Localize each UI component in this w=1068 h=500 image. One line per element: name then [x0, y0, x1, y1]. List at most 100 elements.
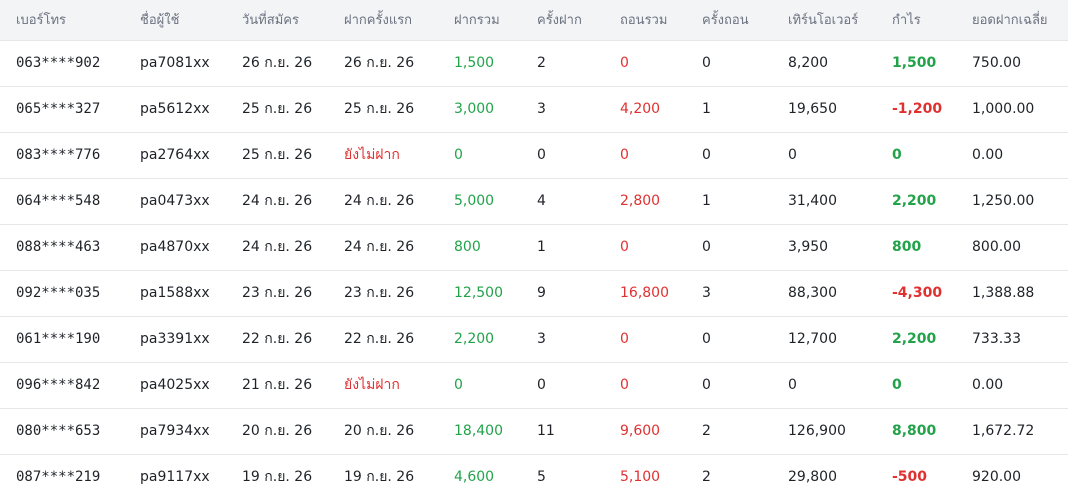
- cell-withdraw-total: 0: [620, 147, 629, 163]
- cell-deposit-total: 1,500: [454, 55, 495, 71]
- cell-withdraw-total: 0: [620, 377, 629, 393]
- cell-username: pa7081xx: [140, 55, 210, 71]
- cell-first-deposit: 26 ก.ย. 26: [344, 55, 415, 71]
- cell-avg-deposit: 1,672.72: [972, 423, 1035, 439]
- cell-profit: -500: [892, 469, 928, 485]
- header-turnover[interactable]: เทิร์นโอเวอร์: [772, 0, 876, 41]
- cell-phone: 092****035: [16, 285, 101, 301]
- cell-first-deposit: ยังไม่ฝาก: [344, 147, 400, 163]
- cell-deposit-total: 0: [454, 147, 463, 163]
- cell-withdraw-count: 0: [702, 147, 711, 163]
- cell-registered: 23 ก.ย. 26: [242, 285, 313, 301]
- cell-profit: 800: [892, 239, 922, 255]
- cell-first-deposit: 19 ก.ย. 26: [344, 469, 415, 485]
- cell-username: pa2764xx: [140, 147, 210, 163]
- cell-first-deposit: 23 ก.ย. 26: [344, 285, 415, 301]
- table-row[interactable]: 092****035 pa1588xx 23 ก.ย. 26 23 ก.ย. 26 12…: [0, 270, 1068, 316]
- table-row[interactable]: 088****463 pa4870xx 24 ก.ย. 26 24 ก.ย. 26 80…: [0, 224, 1068, 270]
- cell-phone: 087****219: [16, 469, 101, 485]
- cell-avg-deposit: 733.33: [972, 331, 1021, 347]
- cell-registered: 24 ก.ย. 26: [242, 239, 313, 255]
- cell-phone: 096****842: [16, 377, 101, 393]
- cell-turnover: 19,650: [788, 101, 837, 117]
- header-avg-deposit[interactable]: ยอดฝากเฉลี่ย: [956, 0, 1068, 41]
- cell-phone: 083****776: [16, 147, 101, 163]
- cell-username: pa3391xx: [140, 331, 210, 347]
- cell-first-deposit: ยังไม่ฝาก: [344, 377, 400, 393]
- cell-registered: 19 ก.ย. 26: [242, 469, 313, 485]
- cell-deposit-count: 0: [537, 147, 546, 163]
- cell-registered: 26 ก.ย. 26: [242, 55, 313, 71]
- header-withdraw-total[interactable]: ถอนรวม: [604, 0, 686, 41]
- header-registered[interactable]: วันที่สมัคร: [226, 0, 328, 41]
- table-body: 063****902 pa7081xx 26 ก.ย. 26 26 ก.ย. 26 1,…: [0, 40, 1068, 500]
- cell-first-deposit: 25 ก.ย. 26: [344, 101, 415, 117]
- header-profit[interactable]: กำไร: [876, 0, 956, 41]
- cell-first-deposit: 24 ก.ย. 26: [344, 239, 415, 255]
- cell-deposit-total: 800: [454, 239, 481, 255]
- cell-deposit-total: 0: [454, 377, 463, 393]
- table-row[interactable]: 061****190 pa3391xx 22 ก.ย. 26 22 ก.ย. 26 2,…: [0, 316, 1068, 362]
- cell-phone: 063****902: [16, 55, 101, 71]
- cell-profit: 0: [892, 147, 902, 163]
- header-withdraw-count[interactable]: ครั้งถอน: [686, 0, 772, 41]
- cell-avg-deposit: 1,250.00: [972, 193, 1035, 209]
- table-row[interactable]: 080****653 pa7934xx 20 ก.ย. 26 20 ก.ย. 26 18…: [0, 408, 1068, 454]
- cell-username: pa4025xx: [140, 377, 210, 393]
- header-first-deposit[interactable]: ฝากครั้งแรก: [328, 0, 438, 41]
- cell-withdraw-count: 2: [702, 469, 711, 485]
- cell-avg-deposit: 1,388.88: [972, 285, 1035, 301]
- table-row[interactable]: 065****327 pa5612xx 25 ก.ย. 26 25 ก.ย. 26 3,…: [0, 86, 1068, 132]
- cell-withdraw-count: 0: [702, 239, 711, 255]
- cell-withdraw-count: 0: [702, 331, 711, 347]
- cell-username: pa7934xx: [140, 423, 210, 439]
- header-username[interactable]: ชื่อผู้ใช้: [124, 0, 226, 41]
- cell-deposit-count: 0: [537, 377, 546, 393]
- cell-withdraw-count: 3: [702, 285, 711, 301]
- cell-profit: 1,500: [892, 55, 937, 71]
- cell-registered: 20 ก.ย. 26: [242, 423, 313, 439]
- cell-avg-deposit: 0.00: [972, 147, 1004, 163]
- cell-username: pa5612xx: [140, 101, 210, 117]
- cell-profit: 8,800: [892, 423, 937, 439]
- cell-deposit-total: 5,000: [454, 193, 495, 209]
- table-row[interactable]: 063****902 pa7081xx 26 ก.ย. 26 26 ก.ย. 26 1,…: [0, 40, 1068, 86]
- cell-first-deposit: 24 ก.ย. 26: [344, 193, 415, 209]
- table-row[interactable]: 096****842 pa4025xx 21 ก.ย. 26 ยังไม่ฝาก 0 0 0…: [0, 362, 1068, 408]
- header-phone[interactable]: เบอร์โทร: [0, 0, 124, 41]
- cell-withdraw-total: 16,800: [620, 285, 669, 301]
- cell-profit: -1,200: [892, 101, 943, 117]
- cell-withdraw-total: 5,100: [620, 469, 661, 485]
- cell-withdraw-total: 4,200: [620, 101, 661, 117]
- table-row[interactable]: 064****548 pa0473xx 24 ก.ย. 26 24 ก.ย. 26 5,…: [0, 178, 1068, 224]
- cell-avg-deposit: 1,000.00: [972, 101, 1035, 117]
- cell-deposit-count: 11: [537, 423, 555, 439]
- cell-username: pa0473xx: [140, 193, 210, 209]
- cell-deposit-count: 3: [537, 101, 546, 117]
- cell-turnover: 29,800: [788, 469, 837, 485]
- cell-profit: 2,200: [892, 331, 937, 347]
- cell-registered: 25 ก.ย. 26: [242, 101, 313, 117]
- cell-registered: 22 ก.ย. 26: [242, 331, 313, 347]
- cell-deposit-count: 9: [537, 285, 546, 301]
- cell-username: pa1588xx: [140, 285, 210, 301]
- table-header: เบอร์โทร ชื่อผู้ใช้ วันที่สมัคร ฝากครั้ง…: [0, 0, 1068, 41]
- cell-registered: 24 ก.ย. 26: [242, 193, 313, 209]
- cell-withdraw-total: 9,600: [620, 423, 661, 439]
- cell-withdraw-count: 1: [702, 193, 711, 209]
- header-deposit-count[interactable]: ครั้งฝาก: [521, 0, 604, 41]
- cell-withdraw-total: 0: [620, 239, 629, 255]
- table-row[interactable]: 083****776 pa2764xx 25 ก.ย. 26 ยังไม่ฝาก 0 0 0…: [0, 132, 1068, 178]
- cell-deposit-count: 4: [537, 193, 546, 209]
- cell-turnover: 31,400: [788, 193, 837, 209]
- cell-withdraw-count: 1: [702, 101, 711, 117]
- cell-turnover: 88,300: [788, 285, 837, 301]
- cell-avg-deposit: 800.00: [972, 239, 1021, 255]
- cell-deposit-count: 5: [537, 469, 546, 485]
- cell-avg-deposit: 750.00: [972, 55, 1021, 71]
- cell-turnover: 0: [788, 147, 797, 163]
- header-deposit-total[interactable]: ฝากรวม: [438, 0, 521, 41]
- table-row[interactable]: 087****219 pa9117xx 19 ก.ย. 26 19 ก.ย. 26 4,…: [0, 454, 1068, 500]
- cell-phone: 080****653: [16, 423, 101, 439]
- cell-withdraw-count: 2: [702, 423, 711, 439]
